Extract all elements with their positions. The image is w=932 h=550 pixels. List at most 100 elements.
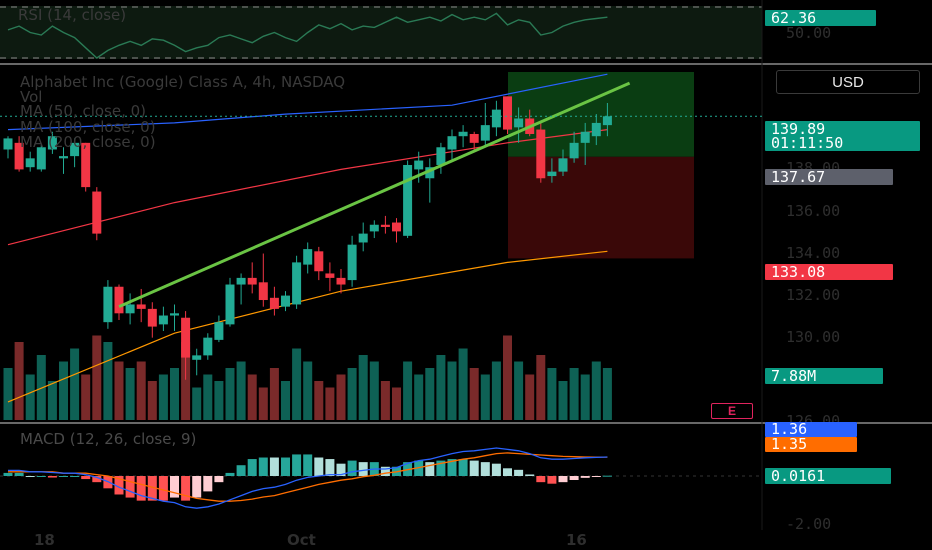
volume-bar xyxy=(125,368,135,420)
volume-bar xyxy=(447,361,457,420)
position-stop-pill: 133.08 xyxy=(765,264,893,280)
volume-bar xyxy=(292,348,302,420)
macd-histogram-bar xyxy=(558,476,568,483)
macd-histogram-bar xyxy=(125,476,135,498)
volume-bar xyxy=(59,361,68,420)
candle-body xyxy=(147,308,157,327)
candle-body xyxy=(225,284,235,325)
volume-bar xyxy=(480,374,490,420)
volume-bar xyxy=(314,381,324,420)
macd-histogram-bar xyxy=(192,476,202,498)
volume-bar xyxy=(336,374,346,420)
candle-body xyxy=(303,249,313,265)
macd-histogram-bar xyxy=(347,460,357,476)
volume-bar xyxy=(458,348,468,420)
signal-value-pill: 1.35 xyxy=(765,437,857,452)
volume-bar xyxy=(170,368,179,420)
candle-body xyxy=(480,125,490,141)
volume-bar xyxy=(70,348,80,420)
volume-bar xyxy=(325,387,335,420)
candle-body xyxy=(547,171,557,177)
candle-body xyxy=(314,251,324,272)
volume-bar xyxy=(491,361,501,420)
candle-body xyxy=(114,286,124,314)
macd-histogram-bar xyxy=(380,466,390,476)
macd-histogram-bar xyxy=(514,469,524,476)
macd-histogram-bar xyxy=(281,457,290,476)
candle-body xyxy=(47,136,57,150)
volume-bar xyxy=(236,361,246,420)
trendline-segment xyxy=(118,81,631,309)
macd-histogram-bar xyxy=(14,472,24,476)
volume-bar xyxy=(414,374,424,420)
trendline[interactable] xyxy=(118,81,631,309)
macd-histogram-bar xyxy=(114,476,124,495)
macd-histogram-bar xyxy=(425,462,435,476)
long-position-tool[interactable] xyxy=(508,72,694,259)
macd-histogram-bar xyxy=(536,476,546,483)
macd-line xyxy=(8,447,608,509)
volume-bar xyxy=(247,374,257,420)
candle-body xyxy=(25,158,35,168)
candle-body xyxy=(70,142,80,157)
macd-histogram-bar xyxy=(547,476,557,484)
macd-histogram-bar xyxy=(503,468,512,476)
candle-body xyxy=(158,315,168,325)
candle-body xyxy=(292,262,302,305)
candle-body xyxy=(136,304,146,309)
volume-bar xyxy=(103,342,113,420)
candle-body xyxy=(536,129,546,179)
macd-axis-label: -2.00 xyxy=(786,515,832,533)
earnings-marker-button[interactable]: E xyxy=(711,403,753,419)
candle-body xyxy=(3,138,13,150)
ma50-legend: MA (50, close, 0) xyxy=(20,102,147,120)
volume-bar xyxy=(214,381,224,420)
candle-body xyxy=(514,118,524,128)
macd-histogram-bar xyxy=(236,465,246,476)
candle-body xyxy=(436,147,446,165)
ma100-line xyxy=(7,73,608,131)
rsi-band xyxy=(0,6,762,59)
candle-body xyxy=(403,164,413,236)
histogram-value-pill: 0.0161 xyxy=(765,468,891,484)
volume-bars xyxy=(3,335,612,420)
volume-bar xyxy=(225,368,235,420)
macd-histogram-bar xyxy=(92,476,102,483)
macd-histogram-bar xyxy=(203,476,213,492)
volume-bar xyxy=(425,368,435,420)
volume-bar xyxy=(503,335,512,420)
time-tick-label: Oct xyxy=(287,531,316,549)
macd-histogram-bar xyxy=(47,476,57,478)
candle-body xyxy=(347,244,357,281)
currency-button[interactable]: USD xyxy=(776,70,920,94)
candle-body xyxy=(558,158,568,172)
position-target-pill: 137.67 xyxy=(765,169,893,185)
macd-histogram-bar xyxy=(81,476,91,480)
candle-body xyxy=(247,277,257,285)
price-tick-label: 130.00 xyxy=(786,328,841,346)
macd-histogram-bar xyxy=(214,476,224,483)
macd-histogram-bar xyxy=(59,476,68,477)
macd-histogram-bar xyxy=(414,460,424,476)
volume-bar xyxy=(558,381,568,420)
volume-bar xyxy=(580,374,590,420)
candle-body xyxy=(170,313,179,316)
macd-histogram-bar xyxy=(325,459,335,476)
position-profit-zone xyxy=(508,72,694,157)
candle-body xyxy=(103,286,113,323)
macd-histogram-bar xyxy=(303,454,313,476)
macd-histogram-bar xyxy=(358,462,368,476)
candle-body xyxy=(469,133,479,143)
candle-body xyxy=(192,355,202,360)
macd-histogram-bar xyxy=(292,454,302,476)
macd-histogram-bar xyxy=(181,476,191,501)
candle-body xyxy=(503,96,512,130)
macd-histogram-bar xyxy=(25,476,35,477)
volume-bar xyxy=(258,387,268,420)
volume-bar xyxy=(591,361,601,420)
volume-bar xyxy=(81,374,91,420)
price-tick-label: 132.00 xyxy=(786,286,841,304)
macd-histogram-bar xyxy=(336,463,346,476)
volume-bar xyxy=(25,374,35,420)
macd-histogram-bar xyxy=(591,476,601,477)
